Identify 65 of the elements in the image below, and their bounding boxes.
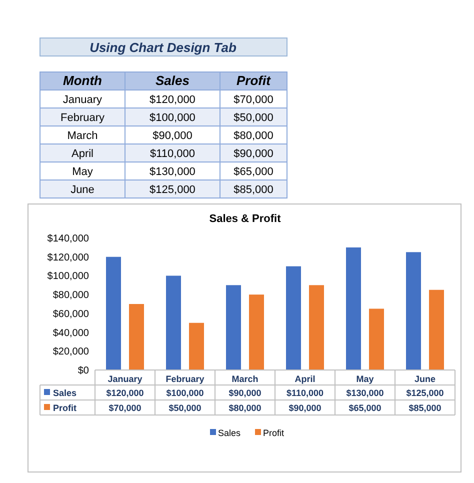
text: $110,000 [150, 148, 196, 160]
data-label: $90,000 [288, 403, 322, 413]
y-tick-label: $80,000 [52, 290, 90, 302]
data-label: $120,000 [106, 388, 144, 398]
text: January [62, 94, 103, 106]
y-tick-label: $0 [78, 366, 90, 376]
text: $100,000 [150, 112, 196, 124]
bar [346, 247, 361, 370]
text: $90,000 [152, 130, 192, 142]
data-label: $85,000 [408, 403, 442, 413]
data-label: $125,000 [406, 388, 444, 398]
x-tick-label: February [166, 374, 204, 384]
bar [429, 290, 444, 370]
text: $70,000 [234, 94, 274, 106]
y-tick-label: $140,000 [47, 234, 90, 244]
text: Month [63, 73, 102, 88]
text: February [60, 112, 105, 124]
data-label: $70,000 [108, 403, 142, 413]
bar [406, 252, 421, 370]
bar [369, 308, 384, 370]
text: Profit [53, 403, 76, 413]
text: Profit [236, 73, 272, 88]
data-label: $130,000 [346, 388, 384, 398]
text: $90,000 [234, 148, 274, 160]
text: March [67, 130, 98, 142]
text: April [71, 148, 94, 160]
text: June [70, 184, 94, 196]
x-tick-label: March [232, 374, 258, 384]
text: $120,000 [150, 94, 196, 106]
y-tick-label: $60,000 [52, 308, 90, 320]
bar [249, 294, 264, 370]
x-tick-label: June [414, 374, 436, 384]
x-tick-label: May [356, 374, 374, 384]
text: $130,000 [150, 166, 196, 178]
data-label: $110,000 [286, 388, 324, 398]
legend-label: Sales [53, 388, 77, 398]
x-tick-label: January [108, 374, 142, 384]
bar [166, 276, 181, 370]
data-label: $80,000 [228, 403, 262, 413]
data-label: $100,000 [166, 388, 204, 398]
text: May [72, 166, 94, 178]
y-tick-label: $40,000 [52, 328, 90, 339]
x-tick-label: April [294, 374, 316, 384]
text: Sales [218, 428, 241, 438]
text: Using Chart Design Tab [90, 40, 236, 55]
text: $50,000 [234, 112, 274, 124]
bar [309, 285, 324, 370]
data-label: $50,000 [168, 403, 202, 413]
y-tick-label: $100,000 [47, 271, 90, 282]
text: $85,000 [234, 184, 274, 196]
data-label: $65,000 [348, 403, 382, 413]
bar [129, 304, 144, 370]
legend-label: Profit [263, 428, 285, 438]
chart-title: Sales & Profit [209, 213, 282, 225]
y-tick-label: $20,000 [52, 346, 90, 358]
text: $65,000 [234, 166, 274, 178]
text: $125,000 [150, 184, 196, 196]
bar [106, 256, 121, 370]
text: $80,000 [234, 130, 274, 142]
text: Sales [156, 73, 190, 88]
bar [189, 322, 204, 370]
y-tick-label: $120,000 [47, 252, 90, 264]
data-label: $90,000 [228, 388, 262, 398]
bar [286, 266, 301, 370]
bar [226, 285, 241, 370]
